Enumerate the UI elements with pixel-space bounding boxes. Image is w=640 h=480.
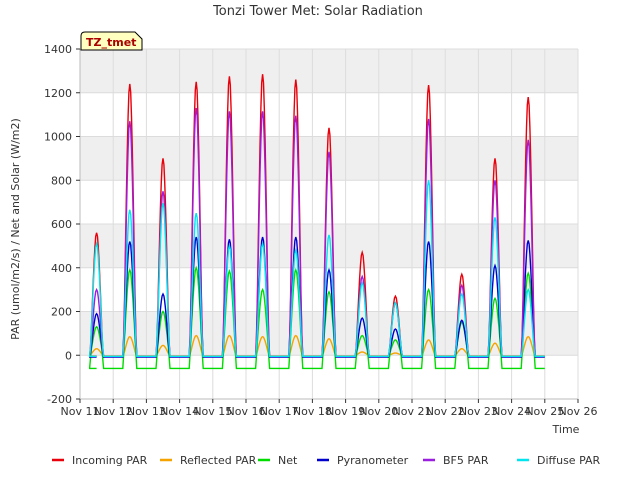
series-line-diffuse-par [88,180,545,357]
x-tick-label: Nov 24 [492,405,531,418]
legend-label: Reflected PAR [180,454,257,467]
y-tick-label: 0 [65,349,72,362]
legend-item-net: Net [258,454,298,467]
x-tick-label: Nov 21 [393,405,432,418]
x-tick-label: Nov 18 [293,405,332,418]
x-tick-label: Nov 12 [94,405,133,418]
x-tick-label: Nov 19 [326,405,365,418]
chart-title: Tonzi Tower Met: Solar Radiation [212,4,423,19]
legend-item-bf5-par: BF5 PAR [423,454,489,467]
legend-item-incoming-par: Incoming PAR [52,454,148,467]
legend: Incoming PAR Reflected PAR Net Pyranometer B… [52,454,601,467]
y-tick-label: 800 [51,174,72,187]
x-tick-label: Nov 16 [227,405,266,418]
plot-band [80,49,578,93]
site-badge: TZ_tmet [80,31,143,51]
x-axis-label: Time [552,423,580,436]
x-tick-label: Nov 13 [127,405,166,418]
y-tick-label: 1000 [44,131,72,144]
legend-label: Net [278,454,298,467]
legend-item-diffuse-par: Diffuse PAR [517,454,601,467]
y-tick-label: 600 [51,218,72,231]
y-axis-ticks: -200 0 200 400 600 800 1000 1200 1400 [44,43,80,406]
site-badge-label: TZ_tmet [86,36,136,49]
y-tick-label: 200 [51,306,72,319]
plot-band [80,136,578,181]
x-tick-label: Nov 17 [260,405,299,418]
x-tick-label: Nov 20 [359,405,398,418]
legend-label: Incoming PAR [72,454,148,467]
plot-band [80,311,578,356]
x-tick-label: Nov 15 [193,405,232,418]
x-tick-label: Nov 22 [426,405,465,418]
y-tick-label: 1400 [44,43,72,56]
legend-item-pyranometer: Pyranometer [317,454,409,467]
y-tick-label: 400 [51,262,72,275]
y-tick-label: -200 [47,393,72,406]
x-tick-label: Nov 26 [559,405,598,418]
x-tick-label: Nov 14 [160,405,199,418]
legend-label: BF5 PAR [443,454,489,467]
x-tick-label: Nov 25 [525,405,564,418]
legend-item-reflected-par: Reflected PAR [160,454,257,467]
legend-label: Pyranometer [337,454,409,467]
legend-label: Diffuse PAR [537,454,601,467]
y-tick-label: 1200 [44,87,72,100]
plot-band [80,224,578,268]
x-tick-label: Nov 23 [459,405,498,418]
series-lines [88,74,545,370]
x-tick-label: Nov 11 [61,405,100,418]
y-axis-label: PAR (umol/m2/s) / Net and Solar (W/m2) [9,118,22,340]
site-badge-box [80,31,143,51]
